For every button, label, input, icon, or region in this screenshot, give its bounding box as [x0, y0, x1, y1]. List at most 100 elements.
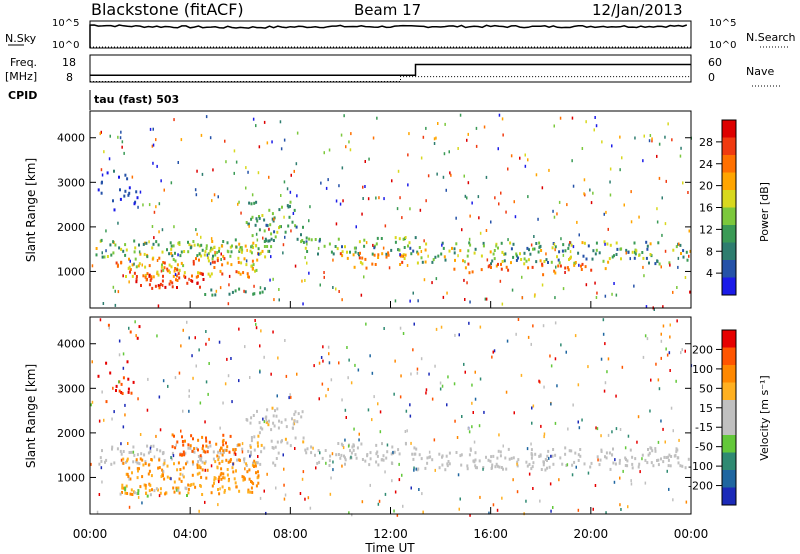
scatter-cell — [217, 458, 220, 462]
scatter-cell — [471, 383, 473, 387]
scatter-cell — [332, 460, 334, 464]
scatter-cell — [320, 181, 322, 185]
scatter-cell — [127, 442, 129, 445]
scatter-cell — [602, 332, 605, 336]
scatter-cell — [256, 441, 259, 445]
scatter-cell — [173, 490, 176, 494]
scatter-cell — [492, 350, 494, 354]
scatter-cell — [633, 241, 636, 245]
scatter-cell — [195, 364, 197, 368]
scatter-cell — [144, 483, 147, 487]
scatter-cell — [517, 318, 520, 321]
scatter-cell — [183, 271, 186, 275]
scatter-cell — [132, 445, 135, 449]
scatter-cell — [148, 283, 151, 287]
scatter-cell — [474, 451, 477, 455]
scatter-cell — [235, 270, 238, 274]
scatter-cell — [424, 466, 427, 470]
scatter-cell — [405, 409, 408, 413]
scatter-cell — [96, 510, 99, 514]
scatter-cell — [600, 434, 602, 438]
scatter-cell — [592, 507, 594, 511]
scatter-cell — [216, 466, 219, 470]
colorbar-tick-label: 15 — [699, 402, 713, 415]
scatter-cell — [242, 271, 245, 275]
scatter-cell — [360, 293, 363, 297]
scatter-cell — [137, 489, 140, 493]
scatter-cell — [146, 272, 149, 276]
scatter-cell — [581, 418, 583, 422]
scatter-cell — [412, 291, 414, 295]
velocity-colorbar-label: Velocity [m s⁻¹] — [758, 375, 771, 460]
scatter-cell — [561, 249, 564, 253]
colorbar-segment — [722, 137, 736, 156]
scatter-cell — [259, 291, 262, 295]
scatter-cell — [578, 263, 580, 267]
scatter-cell — [229, 460, 232, 463]
scatter-cell — [133, 453, 136, 457]
scatter-cell — [124, 486, 127, 490]
scatter-cell — [251, 193, 254, 197]
scatter-cell — [669, 323, 671, 327]
scatter-cell — [113, 410, 115, 414]
scatter-cell — [468, 271, 471, 275]
scatter-cell — [115, 261, 118, 265]
scatter-cell — [112, 240, 115, 244]
scatter-cell — [238, 443, 241, 447]
scatter-cell — [447, 375, 449, 379]
scatter-cell — [575, 465, 577, 469]
scatter-cell — [416, 261, 419, 265]
scatter-cell — [646, 247, 649, 251]
scatter-cell — [157, 273, 160, 277]
scatter-cell — [185, 462, 187, 466]
scatter-cell — [144, 265, 147, 269]
scatter-cell — [482, 244, 485, 248]
scatter-cell — [461, 228, 463, 232]
scatter-cell — [595, 124, 598, 128]
scatter-cell — [539, 259, 542, 263]
freq-label: Freq. — [10, 56, 37, 69]
scatter-cell — [214, 460, 217, 464]
scatter-cell — [516, 464, 519, 468]
scatter-cell — [234, 289, 237, 293]
scatter-cell — [216, 251, 219, 255]
scatter-cell — [202, 278, 205, 281]
scatter-cell — [188, 409, 190, 413]
scatter-cell — [540, 468, 543, 471]
scatter-cell — [496, 456, 499, 460]
scatter-cell — [251, 234, 254, 238]
scatter-cell — [512, 242, 515, 246]
scatter-cell — [519, 252, 521, 256]
scatter-cell — [499, 454, 502, 458]
scatter-cell — [520, 258, 523, 261]
scatter-cell — [133, 491, 136, 495]
scatter-cell — [193, 243, 196, 247]
scatter-cell — [479, 231, 482, 235]
scatter-cell — [656, 220, 659, 224]
scatter-cell — [442, 295, 445, 299]
scatter-cell — [397, 448, 400, 452]
scatter-cell — [336, 247, 339, 251]
scatter-cell — [551, 454, 554, 458]
scatter-cell — [225, 160, 227, 164]
scatter-cell — [118, 353, 121, 357]
colorbar-tick-label: 24 — [699, 158, 713, 171]
scatter-cell — [221, 244, 224, 248]
scatter-cell — [219, 473, 222, 477]
scatter-cell — [639, 470, 641, 474]
scatter-cell — [680, 351, 682, 355]
scatter-cell — [226, 473, 229, 477]
scatter-cell — [148, 203, 151, 207]
scatter-cell — [153, 236, 155, 240]
scatter-cell — [204, 500, 206, 504]
scatter-cell — [401, 260, 404, 264]
scatter-cell — [195, 275, 198, 279]
scatter-cell — [177, 461, 180, 465]
scatter-cell — [677, 461, 680, 465]
scatter-cell — [121, 145, 123, 149]
scatter-cell — [603, 240, 606, 244]
scatter-cell — [369, 354, 371, 358]
scatter-cell — [219, 451, 222, 455]
scatter-cell — [135, 458, 138, 462]
scatter-cell — [398, 237, 401, 241]
